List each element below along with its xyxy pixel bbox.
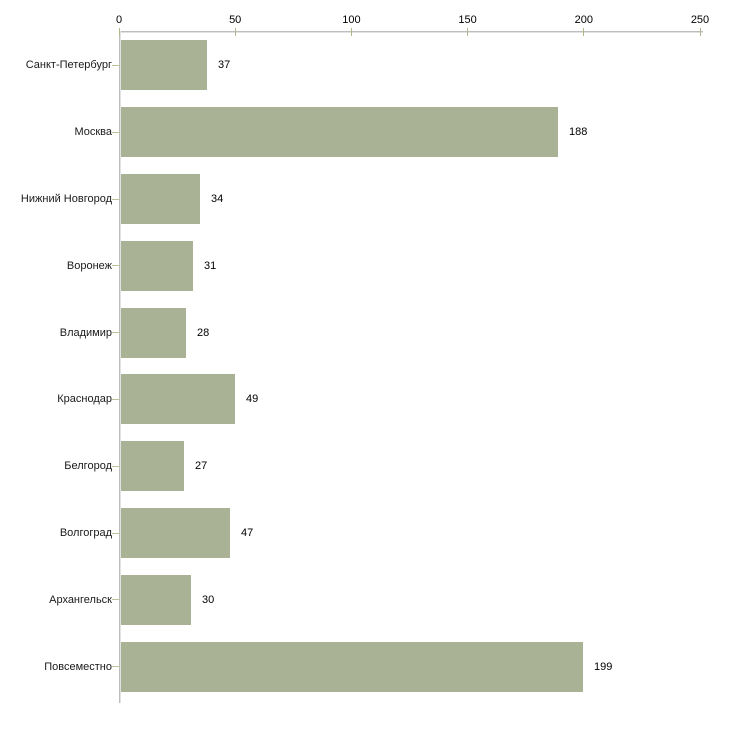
category-label: Владимир <box>59 326 112 339</box>
category-label: Волгоград <box>59 527 112 539</box>
category-label: Белгород <box>64 460 112 473</box>
value-label: 47 <box>241 527 254 539</box>
category-label: Архангельск <box>49 593 112 606</box>
bar <box>121 107 558 158</box>
x-tick-mark <box>234 28 236 36</box>
x-tick-label: 0 <box>115 14 123 26</box>
value-label: 27 <box>195 460 208 473</box>
category-tick-mark <box>112 64 119 66</box>
category-label: Москва <box>74 126 112 139</box>
value-label: 199 <box>594 660 613 673</box>
bar <box>121 508 230 558</box>
category-tick-mark <box>112 332 119 334</box>
x-tick-mark <box>699 28 701 36</box>
x-tick-mark <box>467 28 469 36</box>
category-tick-mark <box>112 265 119 267</box>
value-label: 28 <box>197 326 210 339</box>
x-tick-mark <box>350 28 352 36</box>
x-tick-label: 150 <box>458 14 477 26</box>
x-axis-line <box>119 31 703 33</box>
value-label: 34 <box>211 193 224 205</box>
bar <box>121 574 191 625</box>
x-tick-label: 250 <box>690 14 710 26</box>
category-label: Нижний Новгород <box>20 193 112 205</box>
value-label: 31 <box>204 259 217 272</box>
category-tick-mark <box>112 198 119 200</box>
x-tick-label: 100 <box>342 14 361 26</box>
bar <box>121 40 207 91</box>
x-tick-label: 200 <box>574 14 593 26</box>
bar <box>121 174 200 224</box>
category-tick-mark <box>112 465 119 467</box>
category-tick-mark <box>112 666 119 668</box>
category-label: Воронеж <box>66 259 112 272</box>
bar <box>121 641 583 692</box>
category-tick-mark <box>112 131 119 133</box>
y-axis-line <box>119 31 121 703</box>
category-label: Повсеместно <box>44 660 112 673</box>
category-tick-mark <box>112 532 119 534</box>
x-tick-label: 50 <box>229 14 242 26</box>
bar <box>121 240 193 291</box>
value-label: 49 <box>246 393 259 406</box>
value-label: 30 <box>202 593 215 606</box>
category-label: Санкт-Петербург <box>25 59 112 72</box>
x-tick-mark <box>118 28 120 36</box>
x-tick-mark <box>583 28 585 36</box>
bar <box>121 441 184 492</box>
category-tick-mark <box>112 599 119 601</box>
category-label: Краснодар <box>57 393 112 406</box>
value-label: 188 <box>569 126 588 139</box>
value-label: 37 <box>218 59 231 72</box>
bar <box>121 307 186 358</box>
category-tick-mark <box>112 398 119 400</box>
bar <box>121 374 235 425</box>
